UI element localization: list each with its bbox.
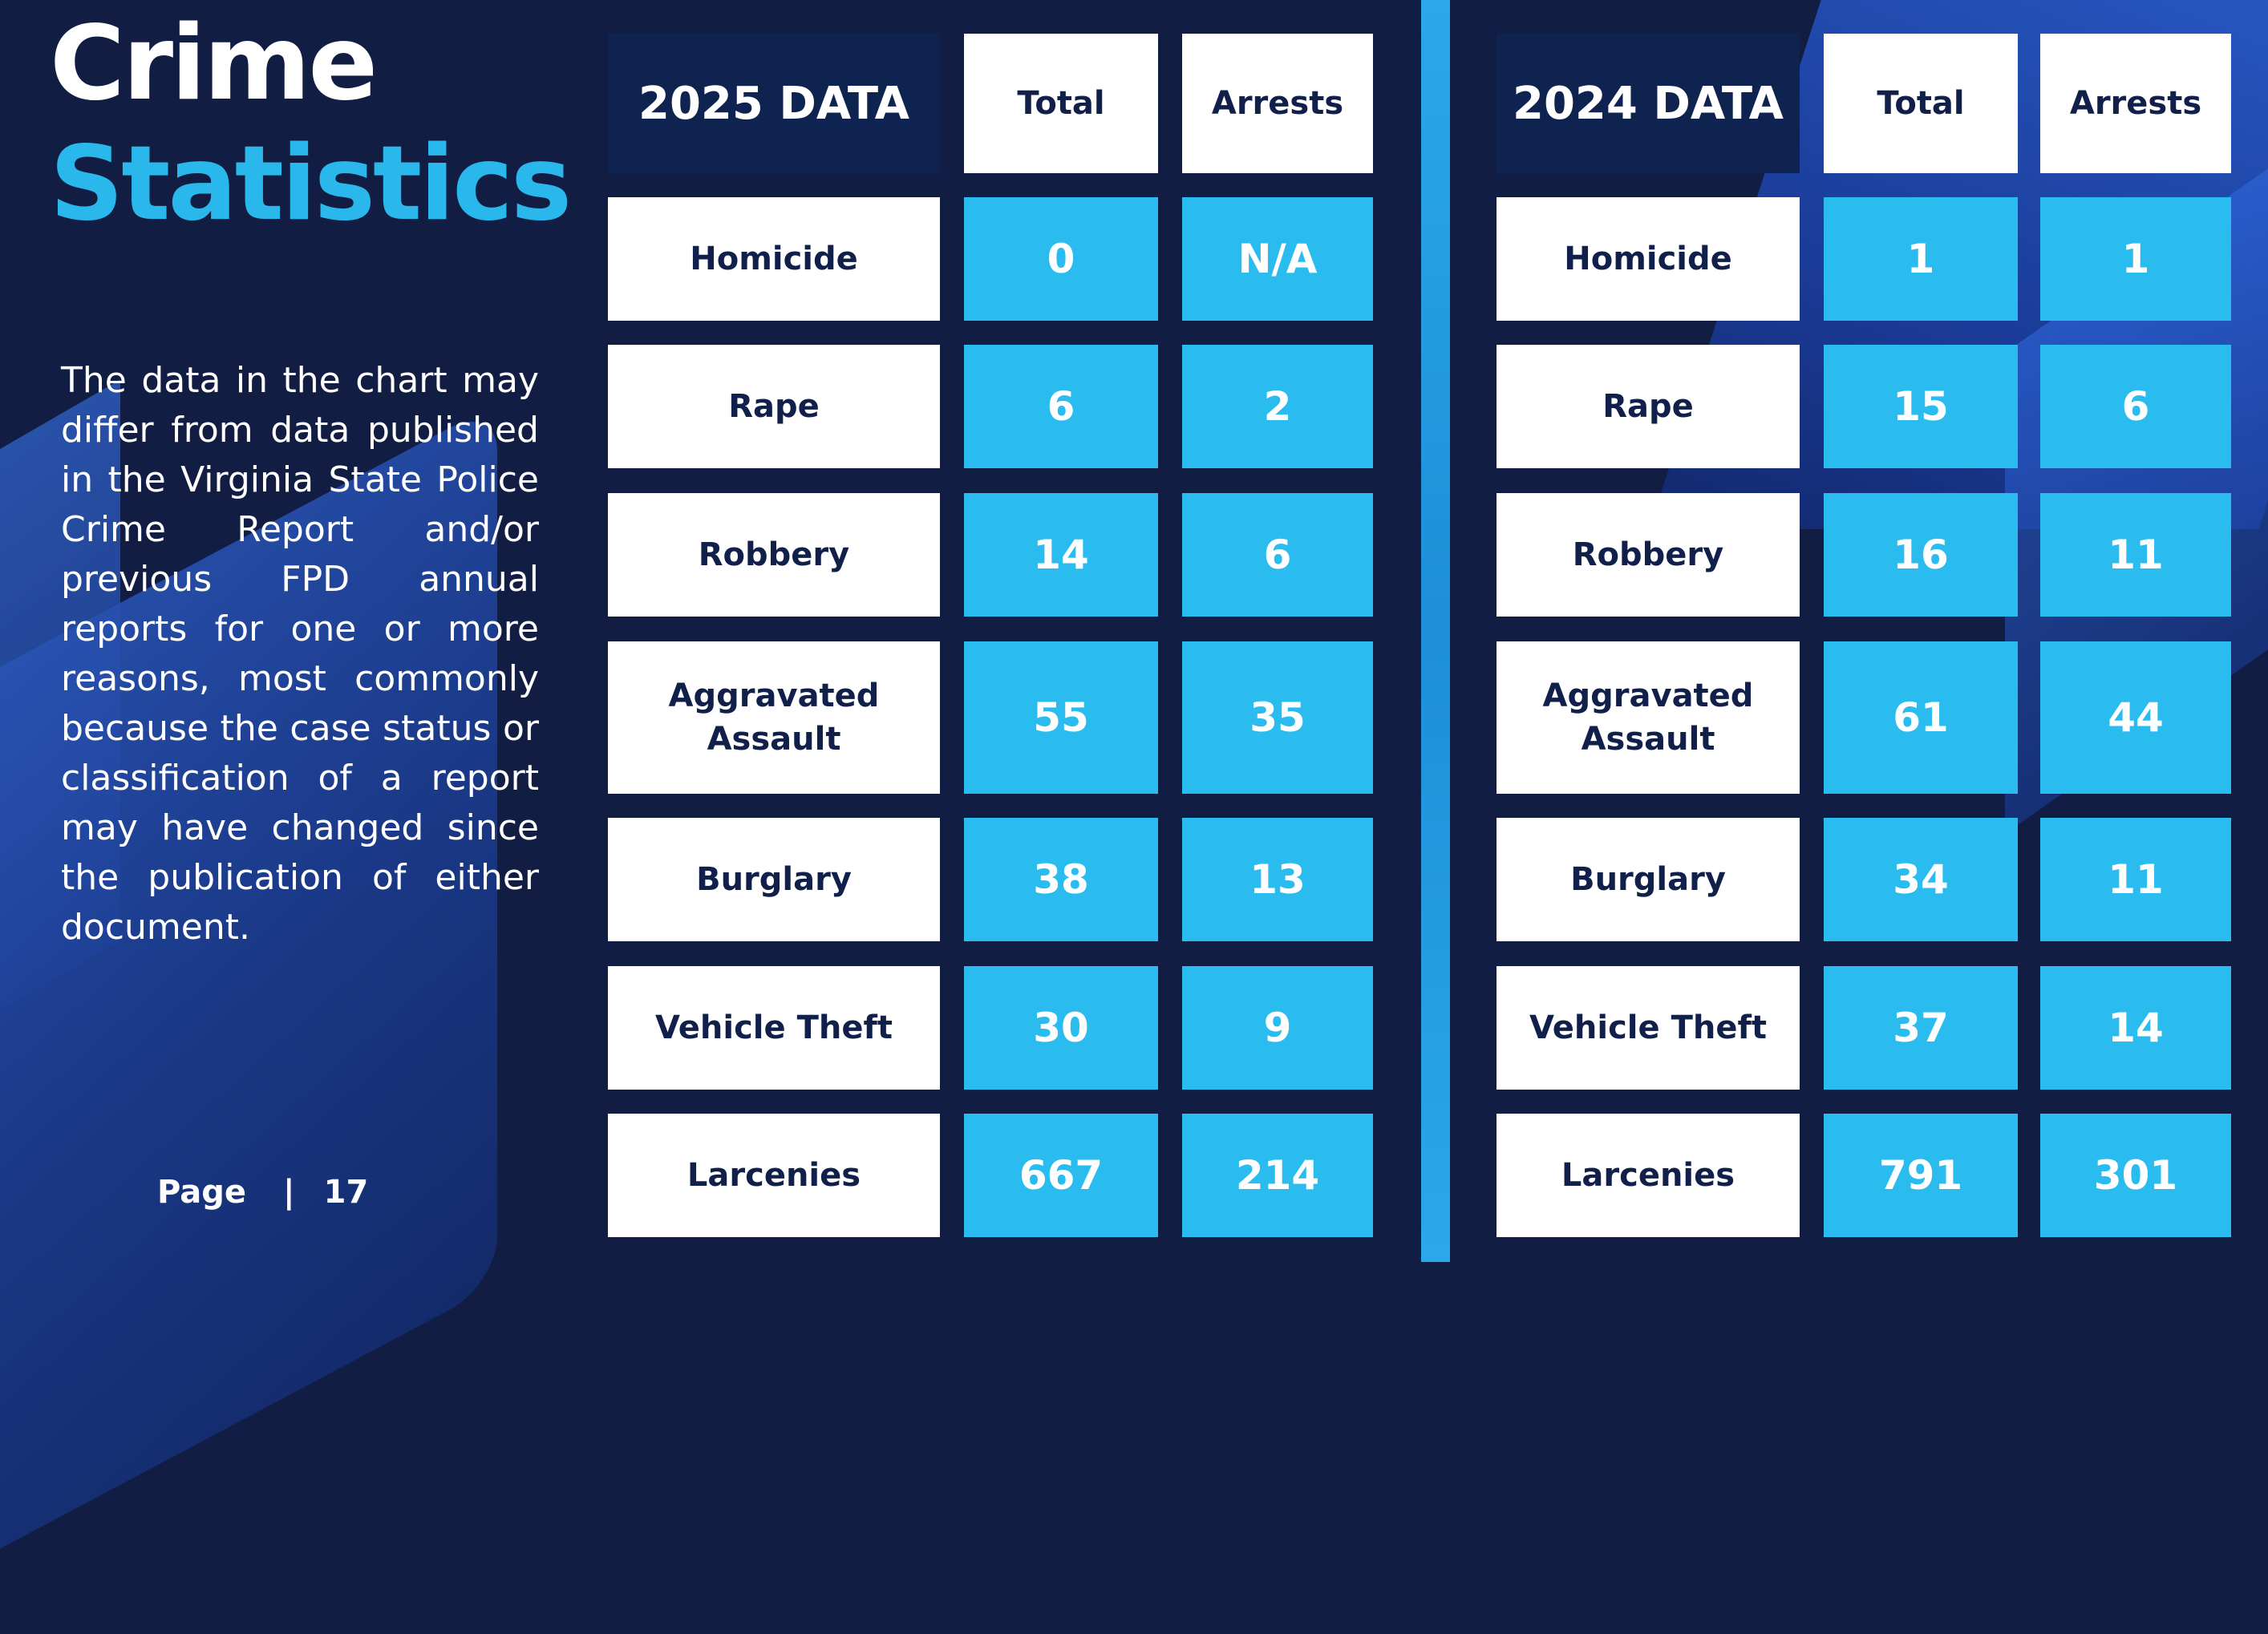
total-value: 1 bbox=[1824, 197, 2018, 321]
arrests-value: 214 bbox=[1182, 1114, 1373, 1237]
arrests-value: 2 bbox=[1182, 345, 1373, 468]
arrests-value: 6 bbox=[2040, 345, 2231, 468]
row-label: Aggravated Assault bbox=[608, 641, 940, 794]
page-title-line2: Statistics bbox=[50, 124, 572, 244]
total-value: 6 bbox=[964, 345, 1158, 468]
total-value: 55 bbox=[964, 641, 1158, 794]
row-label: Rape bbox=[1496, 345, 1800, 468]
column-header-total: Total bbox=[1824, 34, 2018, 173]
arrests-value: 11 bbox=[2040, 493, 2231, 617]
table-header: 2025 DATA bbox=[608, 34, 940, 173]
page-number: 17 bbox=[323, 1174, 369, 1211]
total-value: 61 bbox=[1824, 641, 2018, 794]
page-footer: Page | 17 bbox=[157, 1174, 368, 1211]
total-value: 16 bbox=[1824, 493, 2018, 617]
arrests-value: 6 bbox=[1182, 493, 1373, 617]
row-label: Larcenies bbox=[608, 1114, 940, 1237]
total-value: 791 bbox=[1824, 1114, 2018, 1237]
arrests-value: 9 bbox=[1182, 966, 1373, 1090]
row-label: Robbery bbox=[1496, 493, 1800, 617]
arrests-value: 14 bbox=[2040, 966, 2231, 1090]
page-title-line1: Crime bbox=[50, 4, 378, 123]
row-label: Vehicle Theft bbox=[608, 966, 940, 1090]
column-header-arrests: Arrests bbox=[2040, 34, 2231, 173]
row-label: Rape bbox=[608, 345, 940, 468]
arrests-value: 1 bbox=[2040, 197, 2231, 321]
total-value: 15 bbox=[1824, 345, 2018, 468]
row-label: Vehicle Theft bbox=[1496, 966, 1800, 1090]
table-header: 2024 DATA bbox=[1496, 34, 1800, 173]
row-label: Burglary bbox=[608, 818, 940, 941]
total-value: 30 bbox=[964, 966, 1158, 1090]
divider-bar bbox=[1421, 0, 1450, 1262]
arrests-value: N/A bbox=[1182, 197, 1373, 321]
total-value: 0 bbox=[964, 197, 1158, 321]
arrests-value: 35 bbox=[1182, 641, 1373, 794]
total-value: 667 bbox=[964, 1114, 1158, 1237]
arrests-value: 11 bbox=[2040, 818, 2231, 941]
row-label: Homicide bbox=[608, 197, 940, 321]
disclaimer-text: The data in the chart may differ from da… bbox=[61, 360, 539, 948]
row-label: Aggravated Assault bbox=[1496, 641, 1800, 794]
row-label: Burglary bbox=[1496, 818, 1800, 941]
page-separator: | bbox=[283, 1174, 295, 1211]
row-label: Robbery bbox=[608, 493, 940, 617]
arrests-value: 301 bbox=[2040, 1114, 2231, 1237]
column-header-total: Total bbox=[964, 34, 1158, 173]
row-label: Homicide bbox=[1496, 197, 1800, 321]
arrests-value: 13 bbox=[1182, 818, 1373, 941]
total-value: 38 bbox=[964, 818, 1158, 941]
row-label: Larcenies bbox=[1496, 1114, 1800, 1237]
column-header-arrests: Arrests bbox=[1182, 34, 1373, 173]
page-label: Page bbox=[157, 1174, 246, 1211]
total-value: 37 bbox=[1824, 966, 2018, 1090]
total-value: 14 bbox=[964, 493, 1158, 617]
total-value: 34 bbox=[1824, 818, 2018, 941]
arrests-value: 44 bbox=[2040, 641, 2231, 794]
